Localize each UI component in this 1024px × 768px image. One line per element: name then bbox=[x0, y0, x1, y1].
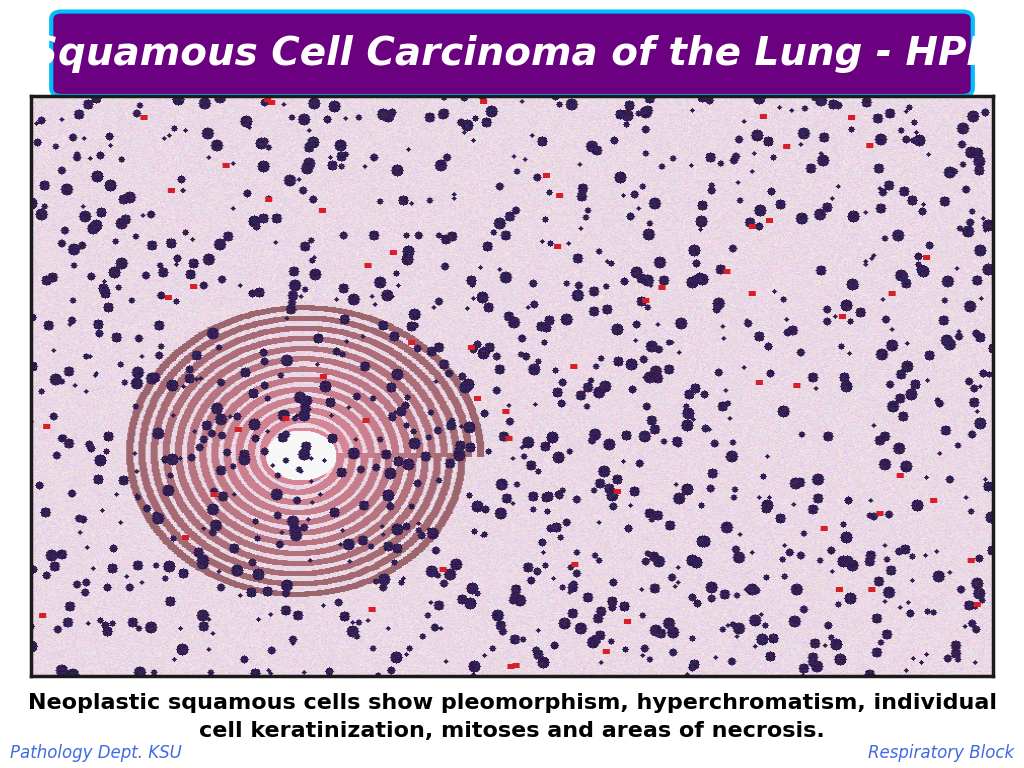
Text: Neoplastic squamous cells show pleomorphism, hyperchromatism, individual: Neoplastic squamous cells show pleomorph… bbox=[28, 693, 996, 713]
Text: Squamous Cell Carcinoma of the Lung - HPF: Squamous Cell Carcinoma of the Lung - HP… bbox=[31, 35, 993, 73]
Text: Pathology Dept. KSU: Pathology Dept. KSU bbox=[10, 744, 182, 762]
Text: Respiratory Block: Respiratory Block bbox=[867, 744, 1014, 762]
FancyBboxPatch shape bbox=[51, 12, 973, 96]
Text: cell keratinization, mitoses and areas of necrosis.: cell keratinization, mitoses and areas o… bbox=[199, 721, 825, 741]
